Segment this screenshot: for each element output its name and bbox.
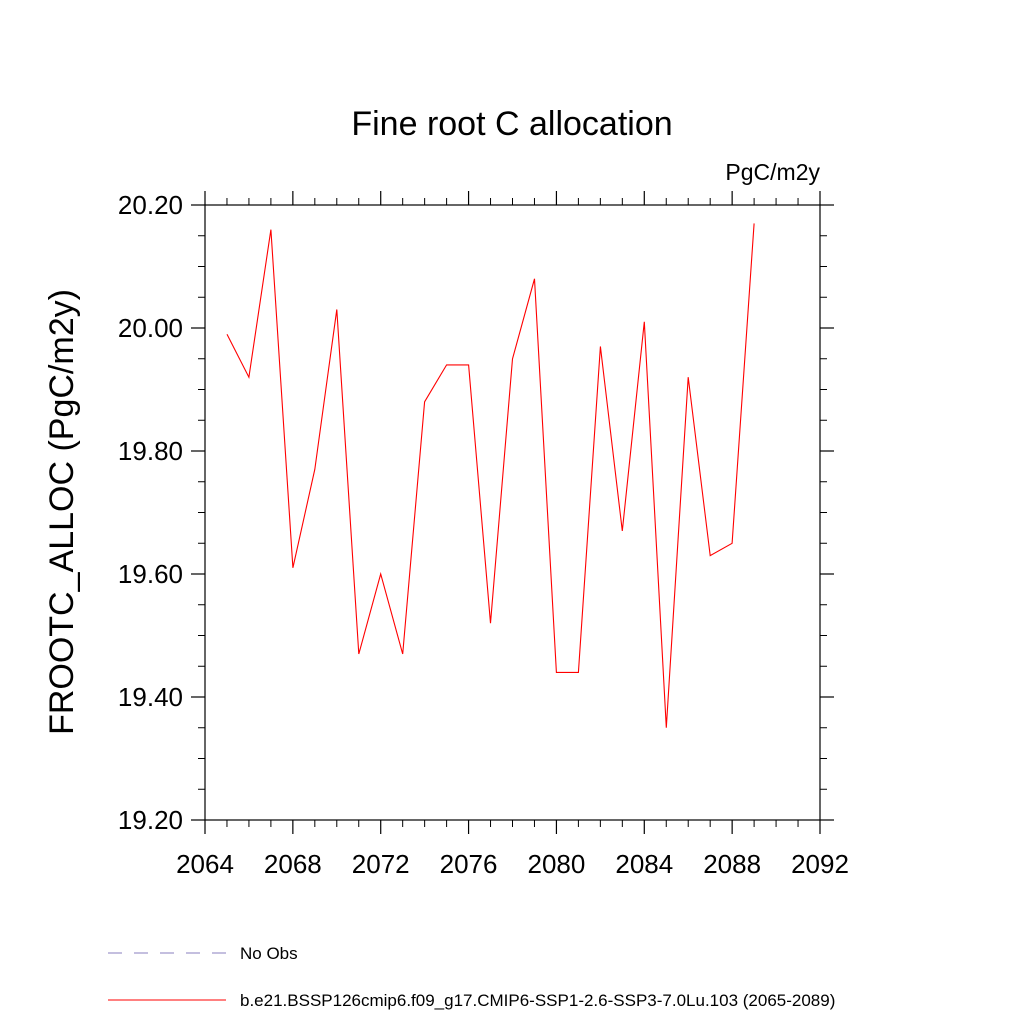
chart-title: Fine root C allocation (351, 105, 672, 143)
legend: No Obs b.e21.BSSP126cmip6.f09_g17.CMIP6-… (108, 944, 835, 1010)
plot-frame (204, 204, 821, 821)
x-tick-label: 2076 (440, 849, 498, 879)
y-tick-label: 19.60 (118, 559, 183, 589)
x-tick-label: 2088 (703, 849, 761, 879)
y-axis-label: FROOTC_ALLOC (PgC/m2y) (43, 289, 81, 735)
legend-label-no-obs: No Obs (240, 944, 298, 963)
series-group (226, 223, 755, 728)
y-tick-label: 19.20 (118, 805, 183, 835)
series-line (226, 223, 755, 728)
y-tick-label: 20.00 (118, 313, 183, 343)
y-tick-label: 20.20 (118, 190, 183, 220)
x-tick-label: 2092 (791, 849, 849, 879)
y-tick-label: 19.40 (118, 682, 183, 712)
units-label: PgC/m2y (725, 159, 820, 185)
x-tick-label: 2080 (528, 849, 586, 879)
x-tick-labels: 2064 2068 2072 2076 2080 2084 2088 2092 (176, 849, 849, 879)
x-tick-label: 2072 (352, 849, 410, 879)
x-tick-label: 2084 (615, 849, 673, 879)
legend-label-model: b.e21.BSSP126cmip6.f09_g17.CMIP6-SSP1-2.… (240, 991, 835, 1010)
y-tick-label: 19.80 (118, 436, 183, 466)
y-tick-labels: 19.20 19.40 19.60 19.80 20.00 20.20 (118, 190, 183, 835)
x-tick-label: 2068 (264, 849, 322, 879)
x-tick-label: 2064 (176, 849, 234, 879)
axis-ticks (191, 191, 834, 834)
